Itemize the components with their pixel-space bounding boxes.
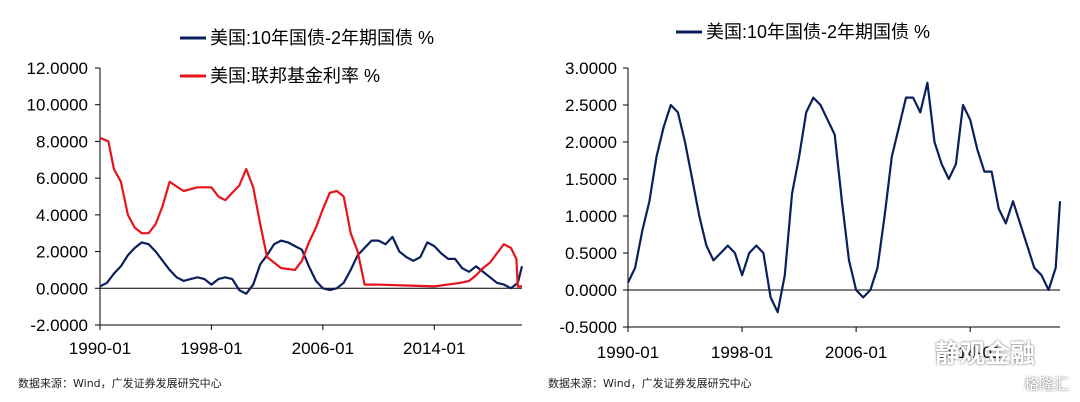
chart2-y-tick-label: 2.5000 bbox=[565, 96, 617, 115]
chart2-x-tick-label: 1998-01 bbox=[711, 343, 773, 362]
chart2-x-tick-label: 1990-01 bbox=[597, 343, 659, 362]
chart2-x-tick-label: 2006-01 bbox=[825, 343, 887, 362]
chart2-y-tick-label: 0.5000 bbox=[565, 244, 617, 263]
chart1-y-tick-label: 0.0000 bbox=[36, 279, 88, 298]
chart1-x-tick-label: 2014-01 bbox=[403, 339, 465, 358]
source-note-right: 数据来源：Wind，广发证券发展研究中心 bbox=[548, 377, 752, 390]
chart1-series-2-line bbox=[99, 136, 522, 288]
chart1-y-tick-label: 2.0000 bbox=[36, 243, 88, 262]
source-note-left: 数据来源：Wind，广发证券发展研究中心 bbox=[18, 377, 222, 390]
chart2-y-tick-label: 1.0000 bbox=[565, 207, 617, 226]
chart2-y-tick-label: -0.5000 bbox=[559, 318, 617, 337]
chart1-series-1-line bbox=[99, 235, 524, 295]
chart1-y-tick-label: 4.0000 bbox=[36, 206, 88, 225]
gelonghui-logo-icon bbox=[1004, 374, 1021, 391]
chart2-y-tick-label: 0.0000 bbox=[565, 281, 617, 300]
chart1-x-tick-label: 1990-01 bbox=[69, 339, 131, 358]
watermark-wechat-icon bbox=[893, 340, 927, 366]
chart1-y-tick-label: 10.0000 bbox=[27, 96, 88, 115]
chart1-y-tick-label: -2.0000 bbox=[30, 316, 88, 335]
chart1-x-tick-label: 2006-01 bbox=[292, 339, 354, 358]
chart2-y-tick-label: 3.0000 bbox=[565, 59, 617, 78]
chart1-y-tick-label: 6.0000 bbox=[36, 169, 88, 188]
watermark-brand: 格隆汇 bbox=[1024, 375, 1070, 393]
chart1-legend-label-1: 美国:10年国债-2年期国债 % bbox=[210, 28, 434, 48]
chart2-legend-label-1: 美国:10年国债-2年期国债 % bbox=[706, 22, 930, 42]
chart1-x-tick-label: 1998-01 bbox=[180, 339, 242, 358]
chart2-y-tick-label: 1.5000 bbox=[565, 170, 617, 189]
watermark-text: 静观金融 bbox=[935, 339, 1036, 368]
chart2-series-1-line bbox=[627, 81, 1062, 314]
chart1-y-tick-label: 12.0000 bbox=[27, 59, 88, 78]
chart2-x-tick-label: 2014-01 bbox=[939, 343, 1001, 362]
chart1-y-tick-label: 8.0000 bbox=[36, 132, 88, 151]
chart1-legend-label-2: 美国:联邦基金利率 % bbox=[210, 66, 380, 86]
chart2-y-tick-label: 2.0000 bbox=[565, 133, 617, 152]
